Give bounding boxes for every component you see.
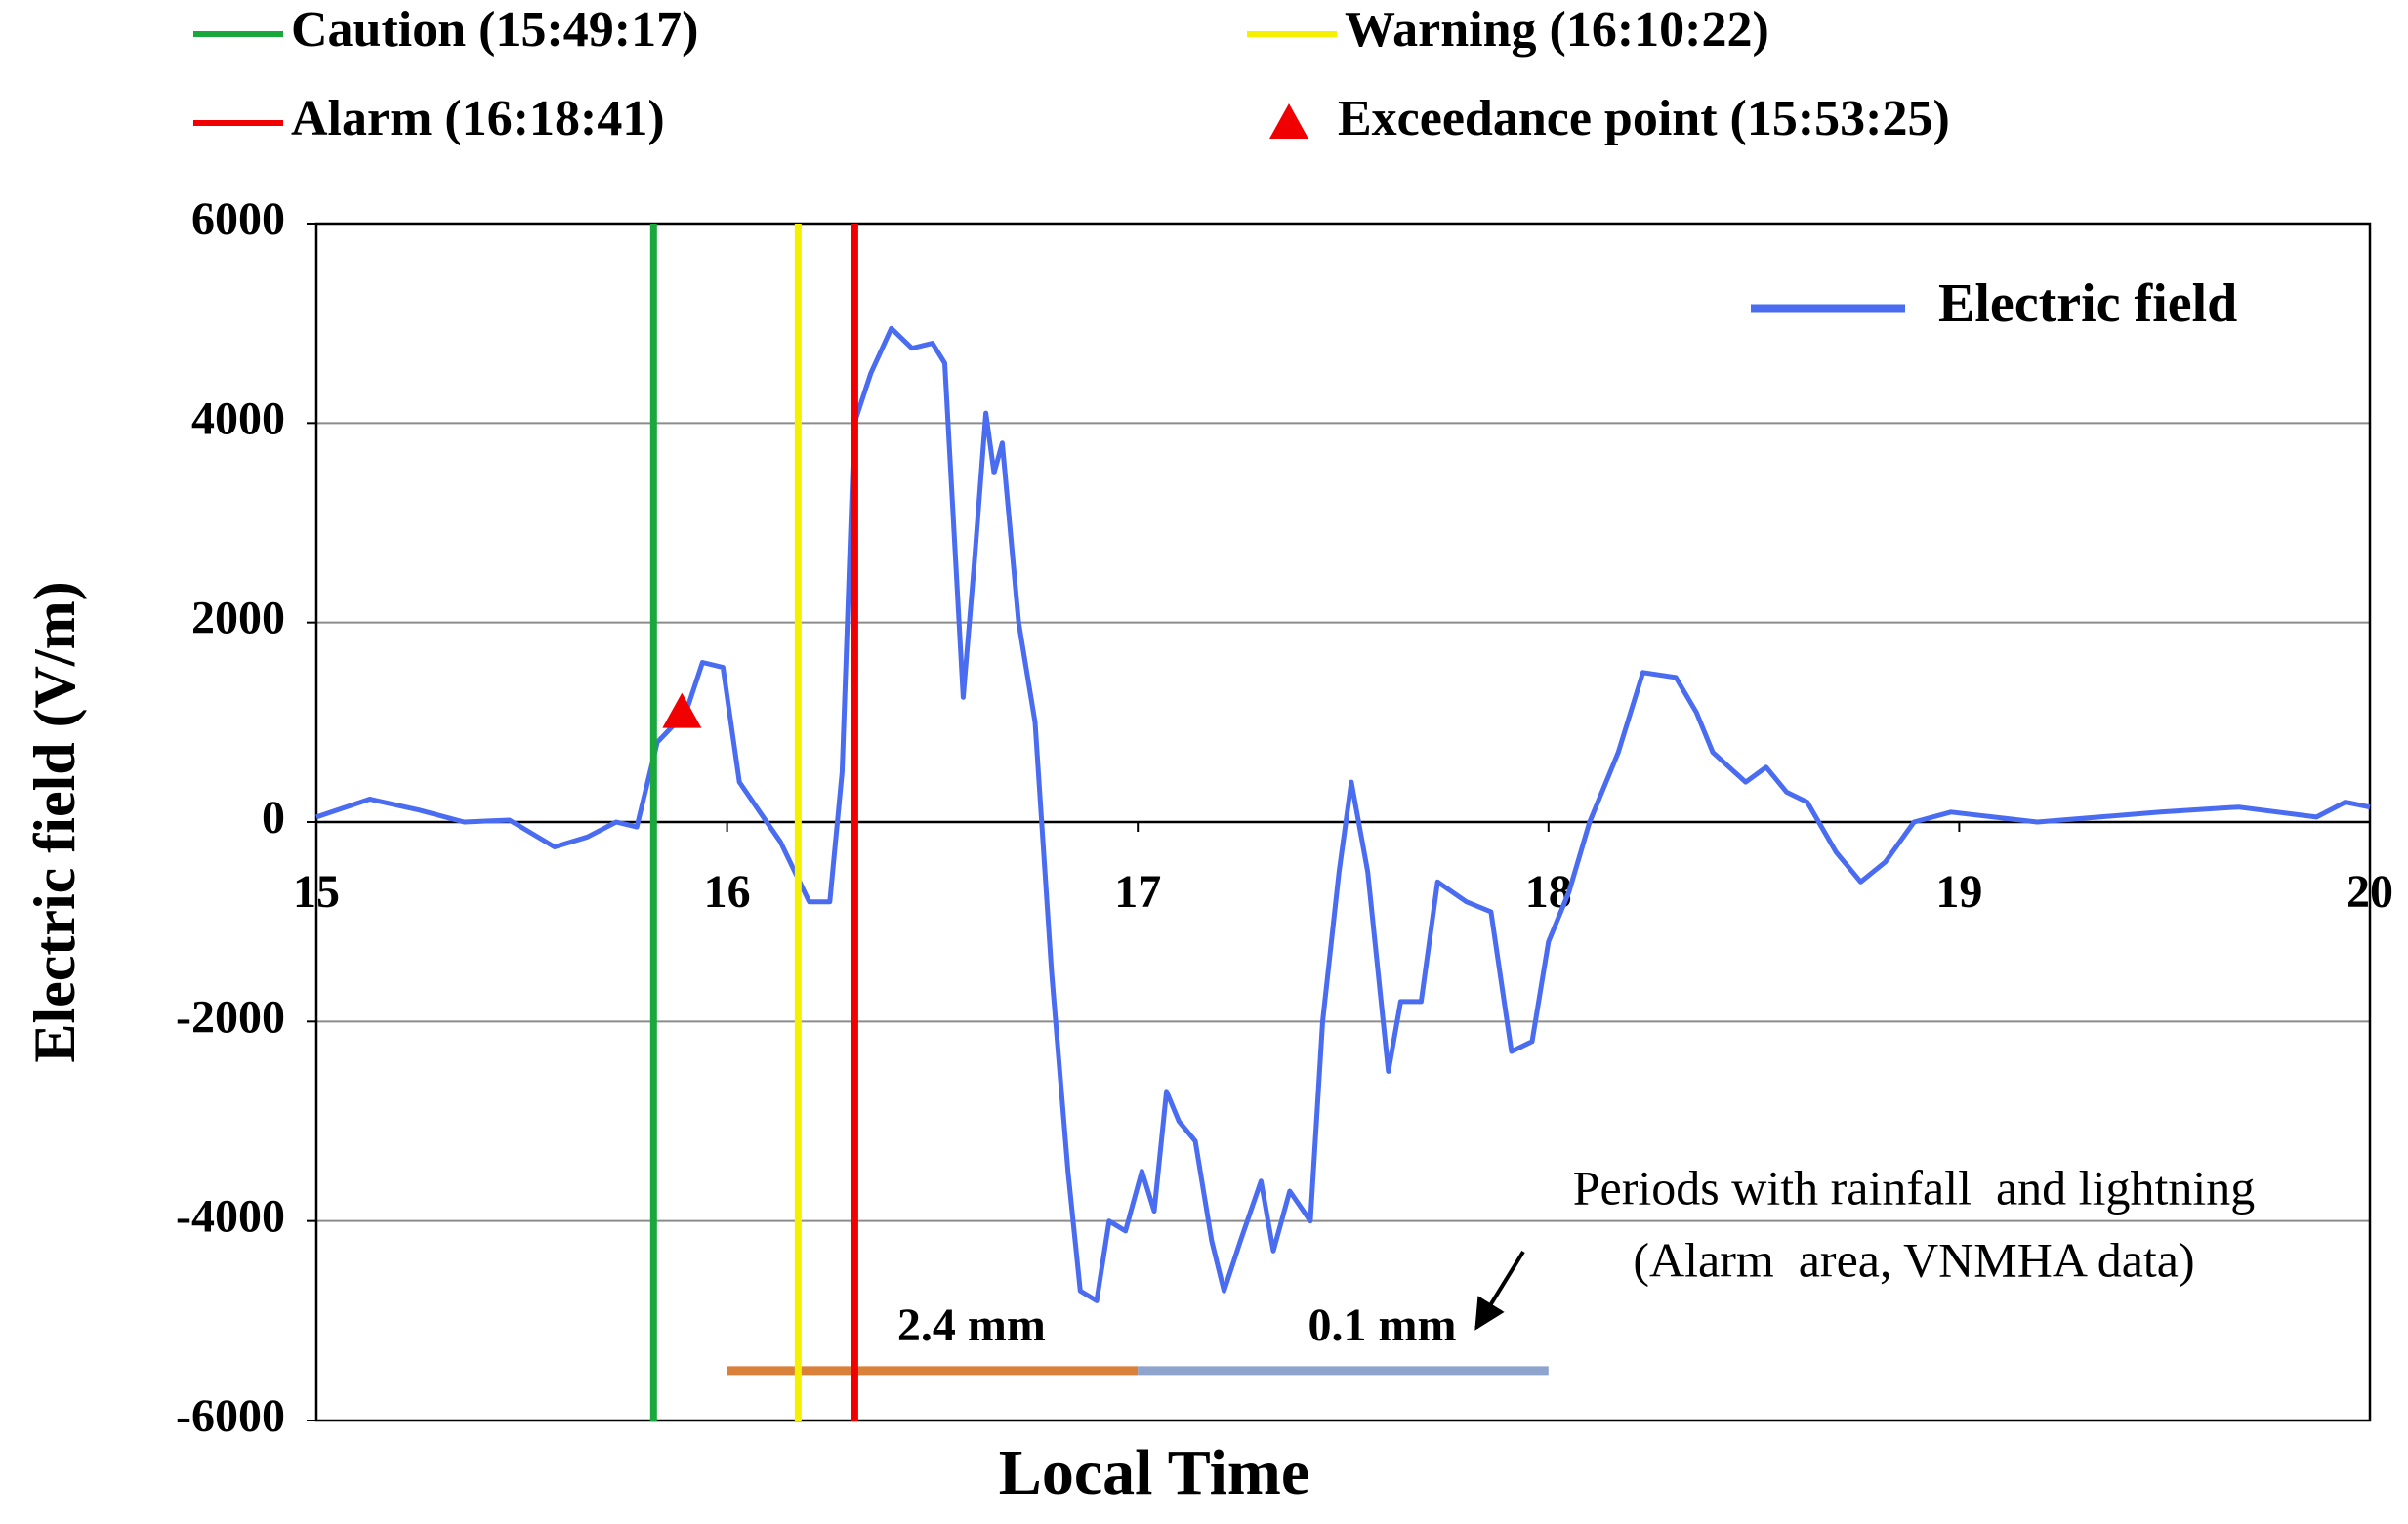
y-tick-label: -4000: [176, 1191, 285, 1243]
legend-label: Alarm (16:18:41): [291, 91, 665, 146]
x-axis-title: Local Time: [999, 1437, 1309, 1508]
exceedance-point: [662, 692, 702, 728]
x-tick-label: 20: [2346, 866, 2393, 918]
legend-label: Warning (16:10:22): [1345, 2, 1769, 58]
x-tick-label: 18: [1525, 866, 1572, 918]
y-tick-label: 0: [262, 792, 285, 844]
x-tick-label: 15: [293, 866, 340, 918]
legend-label: Caution (15:49:17): [291, 2, 698, 58]
x-tick-label: 16: [704, 866, 751, 918]
legend-swatch: [1269, 103, 1308, 139]
x-tick-label: 17: [1114, 866, 1161, 918]
x-tick-label: 19: [1935, 866, 1982, 918]
y-tick-label: -6000: [176, 1390, 285, 1442]
legend-label: Electric field: [1938, 273, 2237, 334]
y-tick-label: 6000: [191, 193, 285, 245]
annotation-arrow: [1474, 1250, 1525, 1331]
rain-label: 0.1 mm: [1308, 1299, 1457, 1351]
series-line: [315, 325, 2371, 1303]
y-axis-title: Electric field (V/m): [22, 581, 87, 1062]
y-tick-label: -2000: [176, 991, 285, 1043]
annotation: (Alarm area, VNMHA data): [1633, 1232, 2194, 1287]
y-tick-label: 4000: [191, 392, 285, 444]
legend-label: Exceedance point (15:53:25): [1338, 91, 1950, 146]
rain-label: 2.4 mm: [897, 1299, 1046, 1351]
y-tick-label: 2000: [191, 593, 285, 644]
annotation: Periods with rainfall and lightning: [1573, 1160, 2256, 1215]
